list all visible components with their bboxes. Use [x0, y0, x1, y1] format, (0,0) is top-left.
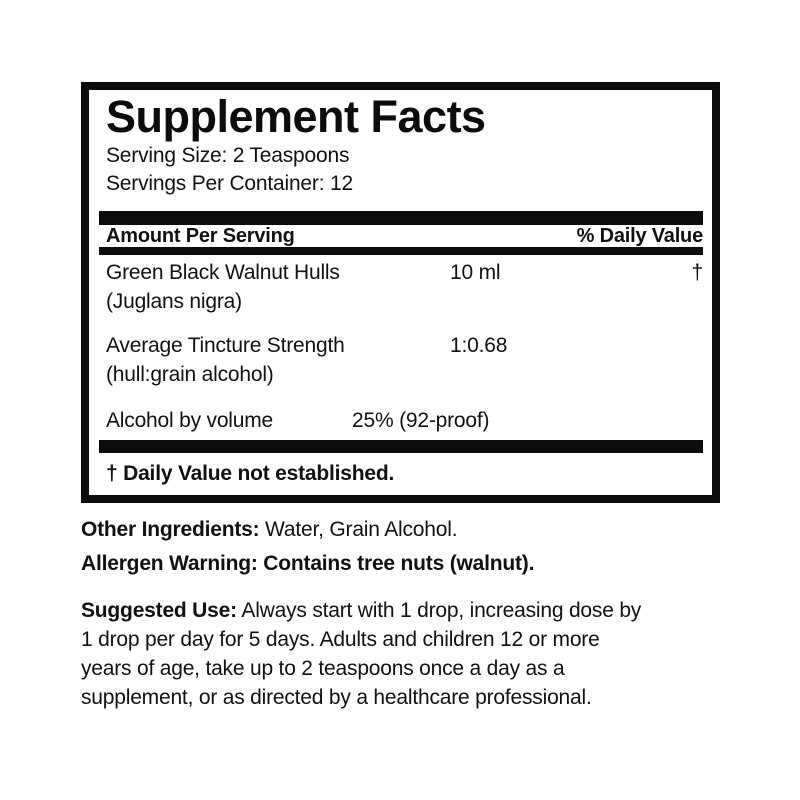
allergen-warning-text: Contains tree nuts (walnut). — [257, 552, 535, 575]
divider-thick-bottom — [99, 440, 703, 453]
ingredient-name: Average Tincture Strength — [106, 334, 345, 357]
ingredient-row-alcohol-by-volume: Alcohol by volume 25% (92-proof) — [106, 406, 703, 435]
ingredient-name: Green Black Walnut Hulls — [106, 261, 340, 284]
suggested-use-line-3: years of age, take up to 2 teaspoons onc… — [81, 657, 565, 680]
other-ingredients-line: Other Ingredients: Water, Grain Alcohol. — [81, 516, 741, 544]
suggested-use-paragraph: Suggested Use: Always start with 1 drop,… — [81, 596, 741, 712]
ingredient-amount: 25% (92-proof) — [352, 409, 490, 432]
ingredient-sub-name: (hull:grain alcohol) — [106, 363, 274, 386]
ingredient-daily-value-dagger: † — [691, 261, 704, 284]
servings-per-container-line: Servings Per Container: 12 — [106, 172, 353, 195]
allergen-warning-line: Allergen Warning: Contains tree nuts (wa… — [81, 550, 741, 578]
suggested-use-line-2: 1 drop per day for 5 days. Adults and ch… — [81, 628, 600, 651]
other-ingredients-label: Other Ingredients: — [81, 518, 260, 541]
other-ingredients-text: Water, Grain Alcohol. — [259, 518, 458, 541]
ingredient-name: Alcohol by volume — [106, 409, 274, 432]
amount-per-serving-header: Amount Per Serving — [106, 224, 295, 247]
daily-value-header: % Daily Value — [576, 224, 704, 247]
column-header-row: Amount Per Serving % Daily Value — [106, 225, 703, 247]
suggested-use-line-1: Always start with 1 drop, increasing dos… — [236, 599, 642, 622]
supplement-facts-panel: Supplement Facts Serving Size: 2 Teaspoo… — [81, 82, 720, 503]
divider-thick-top — [99, 211, 703, 225]
ingredient-amount: 10 ml — [450, 261, 501, 284]
ingredient-amount: 1:0.68 — [450, 334, 508, 357]
serving-size-line: Serving Size: 2 Teaspoons — [106, 144, 350, 167]
panel-title: Supplement Facts — [106, 91, 486, 142]
divider-medium — [99, 247, 703, 255]
daily-value-footnote: † Daily Value not established. — [106, 462, 395, 485]
suggested-use-line-4: supplement, or as directed by a healthca… — [81, 686, 592, 709]
label-lower-text: Other Ingredients: Water, Grain Alcohol.… — [81, 516, 741, 712]
ingredient-botanical-name: (Juglans nigra) — [106, 290, 242, 313]
ingredient-row-walnut-hulls: Green Black Walnut Hulls (Juglans nigra)… — [106, 258, 703, 316]
allergen-warning-label: Allergen Warning: — [81, 552, 258, 575]
ingredient-row-tincture-strength: Average Tincture Strength (hull:grain al… — [106, 331, 703, 389]
suggested-use-label: Suggested Use: — [81, 599, 237, 622]
